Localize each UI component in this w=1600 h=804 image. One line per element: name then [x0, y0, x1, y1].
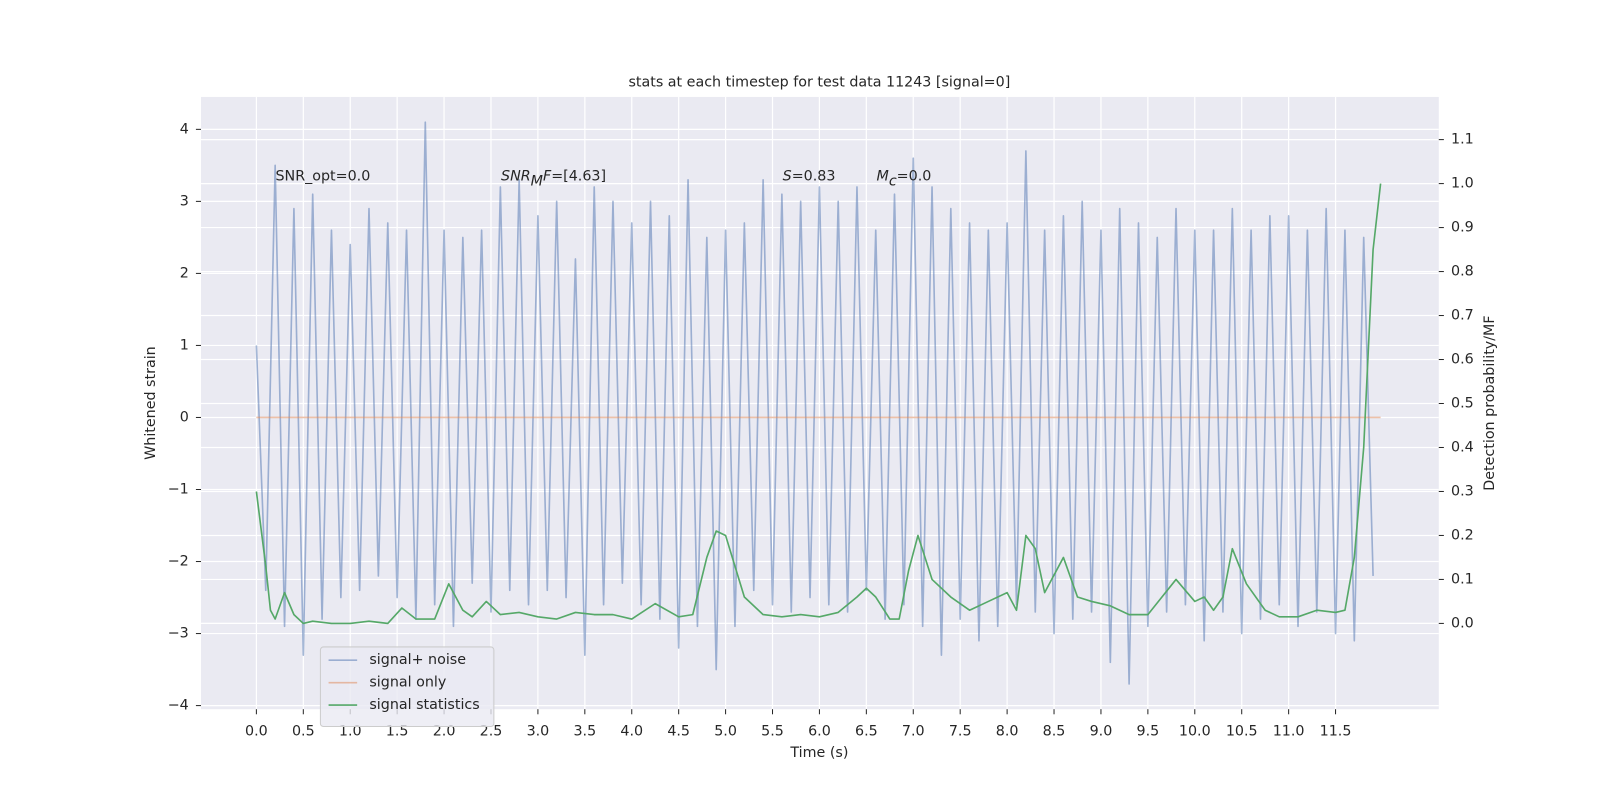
legend-label: signal only	[369, 675, 446, 691]
y-tick-label: 0	[180, 409, 189, 425]
legend-box	[319, 646, 495, 728]
annotation: SNRMF=[4.63]	[501, 169, 606, 190]
x-tick-label: 10.0	[1179, 724, 1211, 740]
y-axis-label: Whitened strain	[143, 346, 159, 460]
x-tick-label: 9.5	[1137, 724, 1160, 740]
x-tick-label: 11.0	[1273, 724, 1305, 740]
x-tick-label: 1.5	[386, 724, 409, 740]
annotation: SNR_opt=0.0	[276, 169, 371, 185]
y-tick-label: −1	[168, 481, 189, 497]
legend-label: signal statistics	[369, 697, 479, 713]
y-tick-label: 1	[180, 337, 189, 353]
y2-tick-label: 0.7	[1451, 308, 1474, 324]
y2-tick-label: 0.3	[1451, 483, 1474, 499]
x-tick-label: 3.0	[527, 724, 550, 740]
y2-tick-label: 1.0	[1451, 176, 1474, 192]
series-line	[255, 121, 1374, 685]
y-tick-label: −2	[168, 554, 189, 570]
annotation-part: M	[877, 169, 889, 185]
x-tick-label: 8.5	[1043, 724, 1066, 740]
y2-tick-label: 0.6	[1451, 352, 1474, 368]
annotation-part: SNR_opt=0.0	[276, 169, 371, 185]
annotation-part: =0.0	[897, 169, 932, 185]
y2-tick-label: 0.1	[1451, 571, 1474, 587]
y2-tick-label: 1.1	[1451, 132, 1474, 148]
x-tick-label: 10.5	[1226, 724, 1258, 740]
x-tick-label: 6.0	[808, 724, 831, 740]
x-tick-label: 8.0	[996, 724, 1019, 740]
annotation-part: c	[889, 174, 897, 190]
annotation-part: =[4.63]	[551, 169, 606, 185]
x-tick-label: 9.0	[1090, 724, 1113, 740]
x-tick-label: 5.5	[761, 724, 784, 740]
y-tick-label: 2	[180, 265, 189, 281]
annotation-part: S	[783, 169, 792, 185]
x-tick-label: 2.0	[433, 724, 456, 740]
y-tick-label: −4	[168, 698, 189, 714]
x-tick-label: 2.5	[480, 724, 503, 740]
annotation: S=0.83	[783, 169, 836, 185]
y-tick-label: 4	[180, 121, 189, 137]
y2-tick-label: 0.8	[1451, 264, 1474, 280]
x-tick-label: 6.5	[855, 724, 878, 740]
chart-title: stats at each timestep for test data 112…	[628, 75, 1010, 91]
legend-label: signal+ noise	[369, 652, 466, 668]
annotation-part: =0.83	[792, 169, 836, 185]
x-tick-label: 4.0	[620, 724, 643, 740]
x-axis-label: Time (s)	[789, 745, 848, 761]
y2-tick-label: 0.0	[1451, 615, 1474, 631]
x-tick-label: 3.5	[573, 724, 596, 740]
x-tick-label: 7.5	[949, 724, 972, 740]
x-tick-label: 0.5	[292, 724, 315, 740]
y2-tick-label: 0.2	[1451, 527, 1474, 543]
y2-tick-label: 0.9	[1451, 220, 1474, 236]
x-tick-label: 11.5	[1320, 724, 1352, 740]
y-tick-label: 3	[180, 193, 189, 209]
y2-tick-label: 0.5	[1451, 396, 1474, 412]
x-tick-label: 7.0	[902, 724, 925, 740]
annotation-part: M	[531, 174, 543, 190]
annotation-part: SNR	[501, 169, 531, 185]
x-tick-label: 5.0	[714, 724, 737, 740]
annotation: Mc=0.0	[877, 169, 932, 190]
x-tick-label: 0.0	[245, 724, 268, 740]
y2-axis-label: Detection probability/MF	[1482, 315, 1498, 490]
x-tick-label: 4.5	[667, 724, 690, 740]
y2-tick-label: 0.4	[1451, 439, 1474, 455]
annotation-part: F	[543, 169, 552, 185]
series-line	[255, 183, 1382, 625]
y-tick-label: −3	[168, 626, 189, 642]
x-tick-label: 1.0	[339, 724, 362, 740]
